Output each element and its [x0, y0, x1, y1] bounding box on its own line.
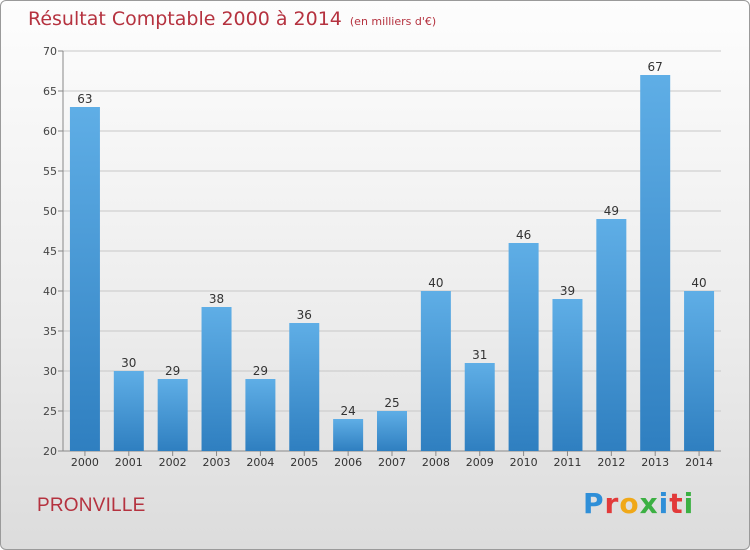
- data-label: 38: [209, 292, 224, 306]
- logo-letter: P: [583, 487, 605, 520]
- data-label: 29: [253, 364, 268, 378]
- bar: [464, 363, 495, 451]
- y-tick-label: 50: [43, 205, 57, 218]
- x-tick-label: 2002: [159, 456, 187, 469]
- data-label: 67: [648, 60, 663, 74]
- bar: [684, 291, 715, 451]
- x-tick-label: 2006: [334, 456, 362, 469]
- data-label: 63: [77, 92, 92, 106]
- chart-title-text: Résultat Comptable 2000 à 2014: [28, 8, 342, 30]
- bar: [596, 219, 627, 451]
- x-tick-label: 2008: [422, 456, 450, 469]
- bar: [69, 107, 100, 451]
- tick-labels: 20 25 30 35 40 45 50 55 60 65 70 2000 2001 2002 2003 20…: [43, 45, 713, 469]
- data-labels: 63 30 29 38 29 36 24 25 40 31 46 39 49 67 40: [77, 60, 706, 418]
- bar: [113, 371, 144, 451]
- y-tick-label: 35: [43, 325, 57, 338]
- y-tick-label: 60: [43, 125, 57, 138]
- x-tick-label: 2003: [203, 456, 231, 469]
- y-tick-label: 45: [43, 245, 57, 258]
- logo-letter: t: [669, 487, 684, 520]
- proxiti-logo[interactable]: Proxiti: [583, 487, 694, 520]
- y-tick-label: 20: [43, 445, 57, 458]
- x-tick-label: 2013: [641, 456, 669, 469]
- y-tick-label: 55: [43, 165, 57, 178]
- x-tick-label: 2000: [71, 456, 99, 469]
- data-label: 40: [428, 276, 443, 290]
- x-tick-label: 2011: [553, 456, 581, 469]
- chart-title: Résultat Comptable 2000 à 2014 (en millie…: [28, 8, 436, 30]
- y-tick-label: 30: [43, 365, 57, 378]
- data-label: 25: [384, 396, 399, 410]
- y-tick-label: 65: [43, 85, 57, 98]
- logo-letter: i: [683, 487, 695, 520]
- data-label: 46: [516, 228, 531, 242]
- bar: [245, 379, 276, 451]
- x-tick-label: 2010: [510, 456, 538, 469]
- logo-letter: r: [604, 487, 620, 520]
- data-label: 31: [472, 348, 487, 362]
- bar: [201, 307, 232, 451]
- x-tick-label: 2004: [246, 456, 274, 469]
- bar: [333, 419, 364, 451]
- data-label: 24: [340, 404, 355, 418]
- x-tick-label: 2014: [685, 456, 713, 469]
- x-tick-label: 2005: [290, 456, 318, 469]
- bar: [157, 379, 188, 451]
- bar: [508, 243, 539, 451]
- data-label: 29: [165, 364, 180, 378]
- y-tick-label: 40: [43, 285, 57, 298]
- data-label: 36: [297, 308, 312, 322]
- commune-name: PRONVILLE: [37, 495, 146, 516]
- x-tick-label: 2001: [115, 456, 143, 469]
- bars: [69, 75, 715, 451]
- bar: [552, 299, 583, 451]
- logo-letter: x: [639, 487, 659, 520]
- data-label: 39: [560, 284, 575, 298]
- logo-letter: o: [619, 487, 640, 520]
- y-tick-label: 25: [43, 405, 57, 418]
- x-tick-label: 2012: [597, 456, 625, 469]
- y-tick-label: 70: [43, 45, 57, 58]
- bar: [640, 75, 671, 451]
- bar: [289, 323, 320, 451]
- chart-subtitle: (en milliers d'€): [349, 15, 437, 28]
- data-label: 30: [121, 356, 136, 370]
- x-tick-label: 2009: [466, 456, 494, 469]
- bar: [377, 411, 407, 451]
- x-tick-label: 2007: [378, 456, 406, 469]
- data-label: 40: [691, 276, 706, 290]
- bar: [420, 291, 451, 451]
- logo-letter: i: [658, 487, 670, 520]
- data-label: 49: [604, 204, 619, 218]
